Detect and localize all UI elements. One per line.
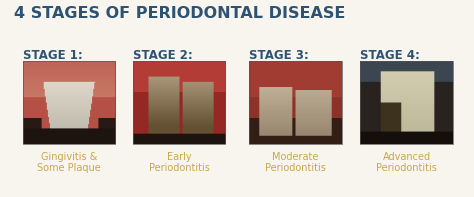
Bar <box>360 61 453 144</box>
Text: Gingivitis &
Some Plaque: Gingivitis & Some Plaque <box>37 152 100 173</box>
Text: Moderate
Periodontitis: Moderate Periodontitis <box>265 152 326 173</box>
Text: STAGE 1:: STAGE 1: <box>22 49 82 62</box>
Bar <box>22 61 115 144</box>
Text: STAGE 2:: STAGE 2: <box>133 49 193 62</box>
Bar <box>133 61 226 144</box>
Text: STAGE 3:: STAGE 3: <box>249 49 309 62</box>
Text: 4 STAGES OF PERIODONTAL DISEASE: 4 STAGES OF PERIODONTAL DISEASE <box>14 6 346 21</box>
Text: Advanced
Periodontitis: Advanced Periodontitis <box>376 152 437 173</box>
Text: Early
Periodontitis: Early Periodontitis <box>149 152 210 173</box>
Bar <box>249 61 341 144</box>
Text: STAGE 4:: STAGE 4: <box>360 49 420 62</box>
